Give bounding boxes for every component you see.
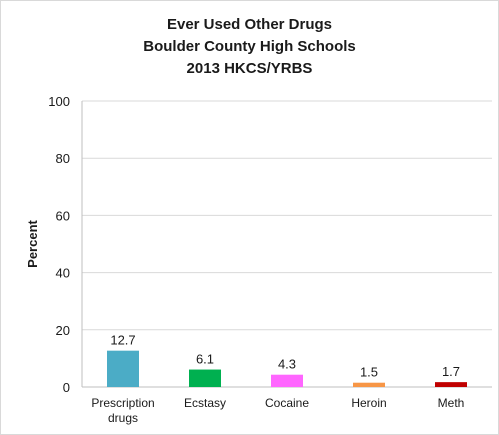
- x-tick-label: Ecstasy: [184, 396, 226, 410]
- data-label: 1.7: [442, 364, 460, 379]
- y-tick-label: 0: [63, 380, 70, 395]
- y-tick-label: 60: [56, 208, 70, 223]
- bar: [435, 382, 467, 387]
- chart-title-line-1: Ever Used Other Drugs: [166, 16, 333, 33]
- x-tick-label: Prescription drugs: [91, 396, 154, 425]
- y-tick-label: 100: [48, 94, 70, 109]
- data-label: 4.3: [278, 357, 296, 372]
- bar: [189, 369, 221, 387]
- y-tick-label: 40: [56, 266, 70, 281]
- data-label: 12.7: [110, 333, 135, 348]
- y-tick-label: 20: [56, 323, 70, 338]
- x-tick-label: Meth: [438, 396, 465, 410]
- y-axis-title: Percent: [25, 219, 40, 267]
- bar: [271, 374, 303, 387]
- chart-title-line-3: 2013 HKCS/YRBS: [186, 60, 313, 77]
- x-tick-label: Cocaine: [265, 396, 309, 410]
- chart-title-line-2: Boulder County High Schools: [143, 38, 356, 55]
- bar: [353, 382, 385, 387]
- x-tick-label: Heroin: [351, 396, 386, 410]
- data-label: 6.1: [196, 352, 214, 367]
- bar: [107, 350, 139, 387]
- y-tick-label: 80: [56, 151, 70, 166]
- data-label: 1.5: [360, 365, 378, 380]
